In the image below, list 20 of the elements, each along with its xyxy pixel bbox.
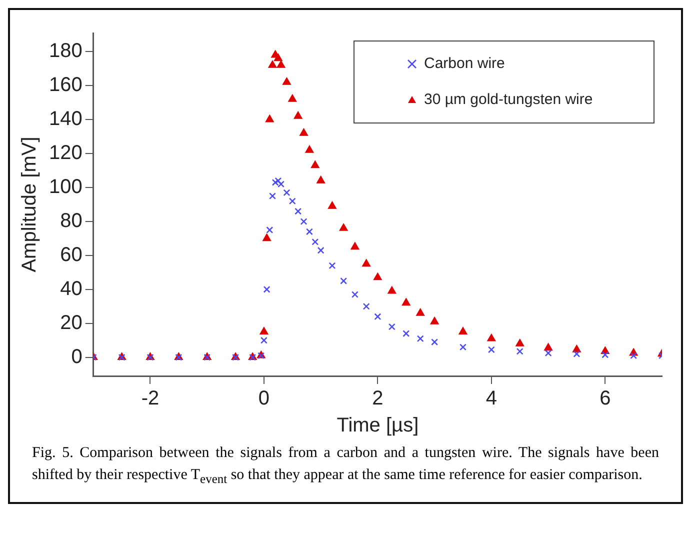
y-tick-label: 120 (48, 142, 82, 164)
x-tick-label: -2 (141, 388, 160, 410)
y-tick-label: 40 (60, 278, 82, 300)
x-tick-label: 6 (600, 388, 611, 410)
y-tick-label: 180 (48, 40, 82, 62)
y-tick-label: 80 (60, 210, 82, 232)
x-tick-label: 0 (258, 388, 270, 410)
y-axis-title: Amplitude [mV] (18, 136, 41, 272)
y-tick-label: 20 (60, 312, 82, 334)
x-axis-title: Time [µs] (336, 414, 419, 437)
y-tick-label: 60 (60, 244, 82, 266)
caption: Fig. 5. Comparison between the signals from a carbon and a tungsten wire. The signals have been shifted by their respective T$_{event}$ so that they appear at the same time reference for easier comparison. (31, 444, 660, 488)
y-tick-label: 100 (48, 176, 82, 198)
legend-label: 30 µm gold-tungsten wire (424, 91, 593, 108)
y-tick-label: 140 (48, 108, 82, 130)
y-tick-label: 160 (48, 74, 82, 96)
x-tick-label: 2 (372, 388, 384, 410)
legend-label: Carbon wire (424, 55, 505, 72)
y-tick-label: 0 (71, 346, 82, 368)
x-tick-label: 4 (486, 388, 497, 410)
